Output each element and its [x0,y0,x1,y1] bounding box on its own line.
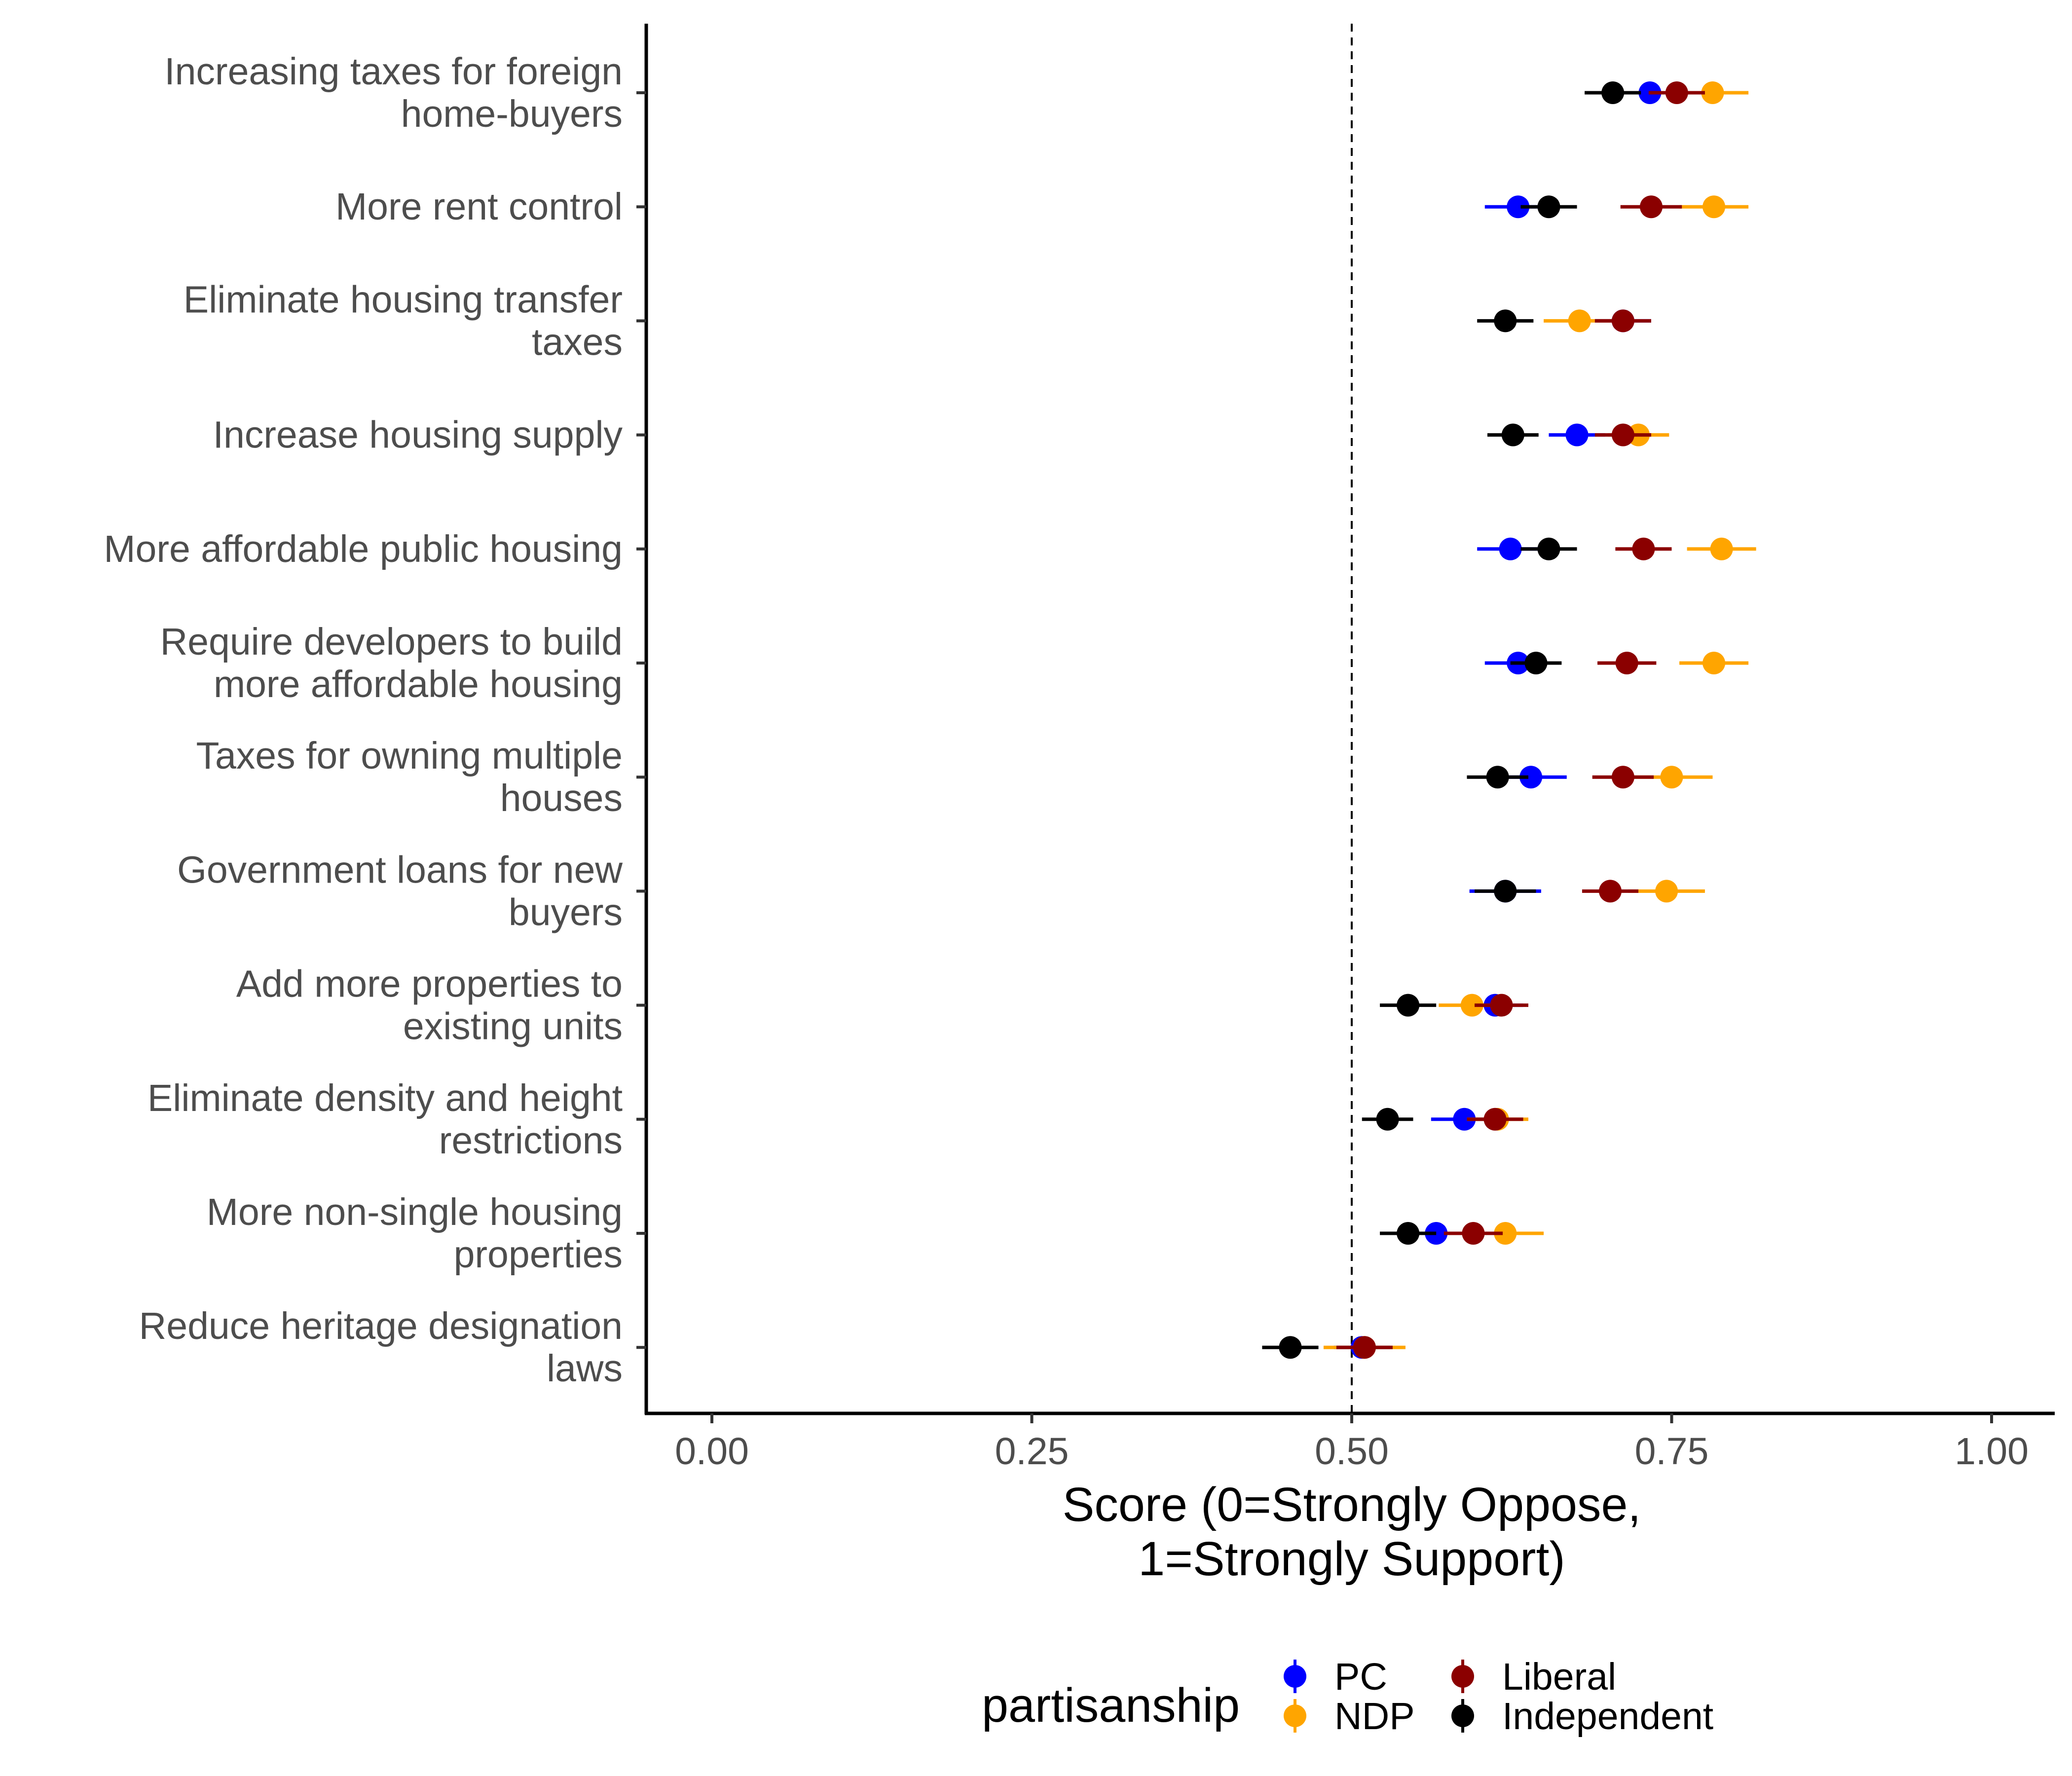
data-point [1639,195,1663,219]
data-point [1397,994,1420,1017]
plot-area: Increasing taxes for foreign home-buyers M… [104,24,2055,1586]
legend-key-point [1451,1665,1474,1688]
data-point [1702,652,1726,674]
data-point [1655,880,1678,903]
data-point [1601,81,1625,104]
y-tick-label: Reduce heritage designation laws [139,1305,623,1390]
y-tick-label: Government loans for new buyers [177,849,623,933]
data-point [1665,81,1688,104]
y-tick-label: Increase housing supply [213,414,623,456]
y-tick-label: More non-single housing properties [207,1191,623,1276]
data-point [1537,195,1560,219]
x-axis-title: Score (0=Strongly Oppose, 1=Strongly Supp… [1063,1478,1641,1586]
data-point [1353,1336,1376,1359]
data-point [1519,766,1543,789]
series-ndp [1323,81,1756,1359]
data-point [1494,880,1517,903]
data-point [1279,1336,1302,1359]
y-tick-label: Taxes for owning multiple houses [196,735,623,819]
y-tick-label: Increasing taxes for foreign home-buyers [164,50,623,135]
data-point [1611,423,1634,446]
series-pc [1333,81,1683,1359]
data-point [1490,994,1513,1017]
data-point [1453,1108,1476,1131]
data-point [1537,537,1560,560]
legend-key-point [1284,1704,1306,1727]
y-tick-label: Eliminate housing transfer taxes [184,278,623,363]
data-point [1499,537,1522,560]
data-point [1615,652,1638,674]
data-point [1494,1222,1517,1245]
legend-label: NDP [1334,1695,1415,1738]
data-point [1632,537,1655,560]
data-point [1507,195,1530,219]
y-tick-label: Eliminate density and height restrictions [148,1077,623,1162]
data-point [1701,81,1724,104]
legend-key-point [1451,1704,1474,1727]
y-tick-label: More rent control [335,185,623,228]
data-point [1486,766,1509,789]
data-point [1460,994,1483,1017]
y-tick-label: Add more properties to existing units [236,963,623,1048]
data-point [1611,309,1634,333]
x-tick-label: 1.00 [1955,1430,2029,1473]
data-point [1376,1108,1399,1131]
data-point [1397,1222,1420,1245]
data-point [1660,766,1683,789]
legend-item-ndp: NDP [1284,1695,1415,1738]
legend-label: PC [1334,1656,1387,1698]
legend-item-liberal: Liberal [1451,1656,1616,1698]
data-point [1524,652,1548,674]
y-tick-label: More affordable public housing [104,528,623,570]
legend-key-point [1284,1665,1306,1688]
series-independent [1262,81,1641,1359]
x-tick-label: 0.00 [675,1430,749,1473]
data-point [1702,195,1726,219]
data-point [1611,766,1634,789]
x-tick-label: 0.75 [1635,1430,1709,1473]
data-point [1598,880,1622,903]
legend-item-independent: Independent [1451,1695,1713,1738]
data-point [1565,423,1589,446]
data-point [1462,1222,1485,1245]
legend-title: partisanship [982,1678,1240,1732]
legend-item-pc: PC [1284,1656,1387,1698]
data-point [1568,309,1591,333]
y-tick-label: Require developers to build more affordab… [160,621,623,705]
data-point [1494,309,1517,333]
x-tick-label: 0.25 [995,1430,1069,1473]
data-point [1483,1108,1507,1131]
series-liberal [1336,81,1705,1359]
data-point [1501,423,1524,446]
x-tick-label: 0.50 [1315,1430,1389,1473]
data-point [1710,537,1733,560]
legend-label: Liberal [1502,1656,1616,1698]
legend-label: Independent [1502,1695,1713,1738]
